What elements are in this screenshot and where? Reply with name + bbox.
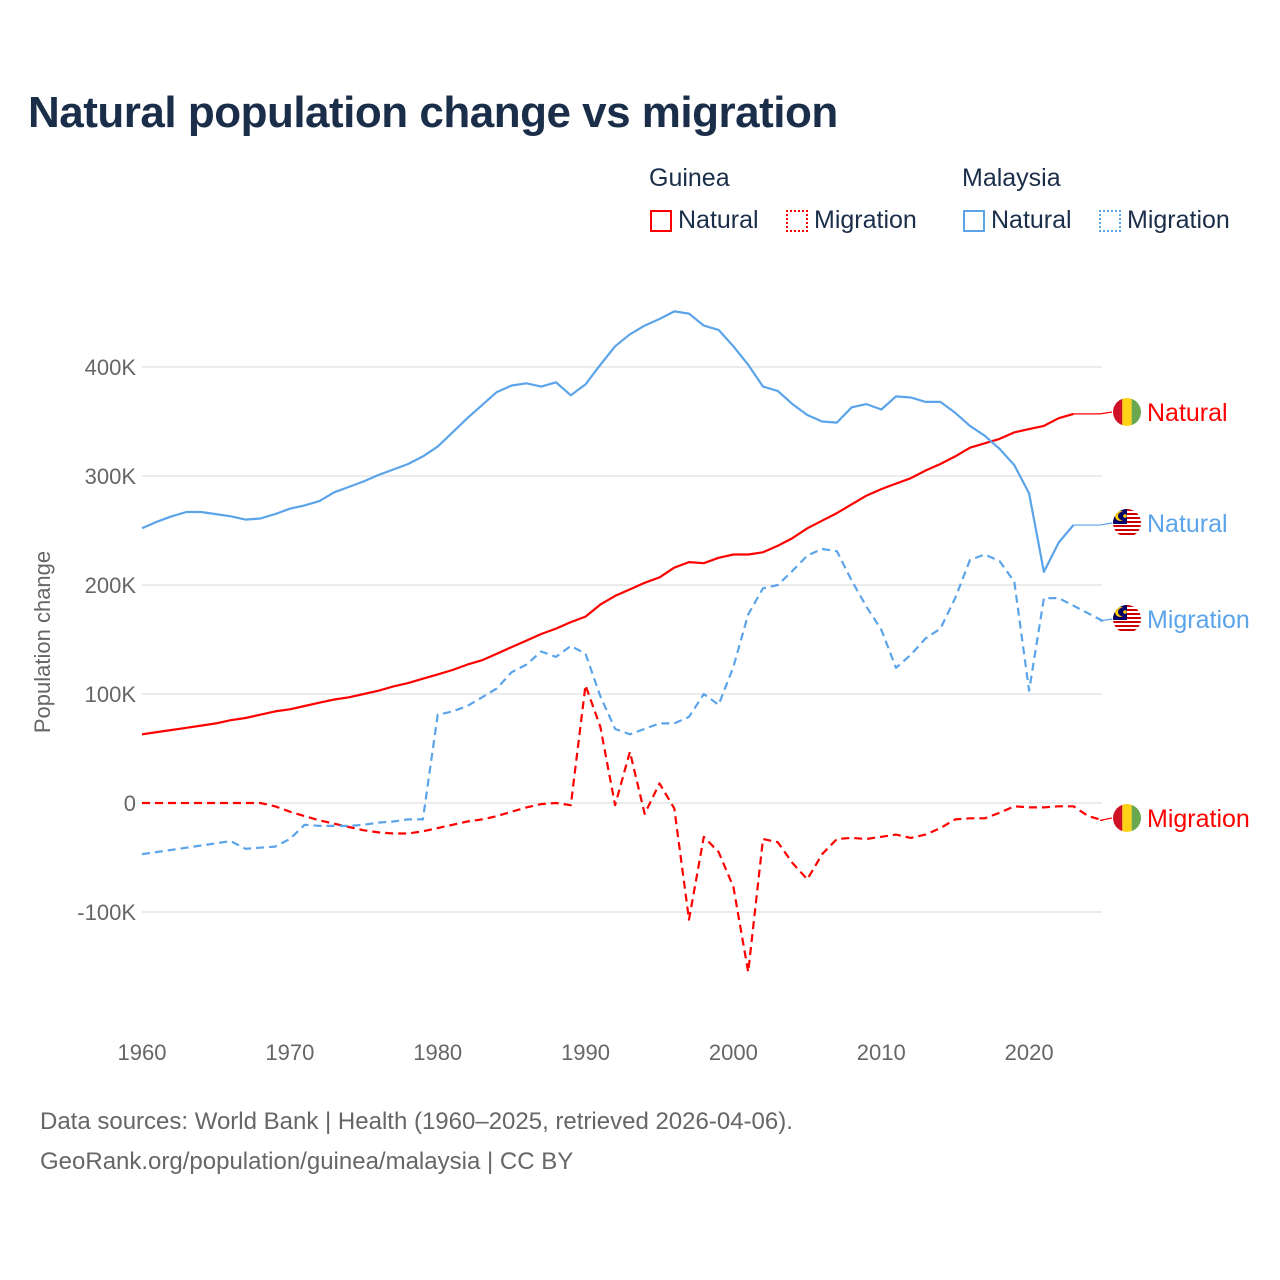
malaysia-natural-line: [141, 310, 1075, 573]
legend-label: Natural: [678, 206, 759, 234]
y-axis-label: Population change: [30, 551, 55, 733]
guinea-natural-connector: [1073, 411, 1113, 415]
x-tick-label: 1980: [413, 1040, 462, 1065]
legend-group-guinea: Guinea: [649, 164, 730, 192]
x-tick-label: 1990: [561, 1040, 610, 1065]
y-tick-label: 0: [124, 791, 136, 816]
malaysia-migration-connector: [1099, 618, 1113, 622]
y-tick-label: -100K: [77, 900, 136, 925]
legend-malaysia-natural[interactable]: Natural: [963, 206, 1072, 235]
footer-sources: Data sources: World Bank | Health (1960–…: [40, 1108, 793, 1135]
y-tick-label: 200K: [85, 573, 137, 598]
dotted-swatch-icon: [786, 209, 808, 232]
guinea-flag-icon: [1113, 804, 1141, 832]
legend-label: Migration: [1127, 206, 1230, 234]
guinea-natural-end-label: Natural: [1147, 399, 1228, 427]
solid-swatch-icon: [650, 209, 672, 232]
x-tick-label: 2010: [857, 1040, 906, 1065]
legend-guinea-natural[interactable]: Natural: [650, 206, 759, 235]
legend-guinea-migration[interactable]: Migration: [786, 206, 917, 235]
x-tick-label: 1970: [265, 1040, 314, 1065]
malaysia-flag-icon: [1113, 509, 1141, 537]
footer-link[interactable]: GeoRank.org/population/guinea/malaysia |…: [40, 1148, 574, 1175]
guinea-flag-icon: [1113, 398, 1141, 426]
guinea-natural-line: [141, 412, 1074, 736]
legend-label: Natural: [991, 206, 1072, 234]
x-tick-label: 1960: [118, 1040, 167, 1065]
malaysia-migration-end-label: Migration: [1147, 606, 1250, 634]
legend-malaysia-migration[interactable]: Migration: [1099, 206, 1230, 235]
chart-title: Natural population change vs migration: [28, 88, 838, 137]
malaysia-natural-connector: [1073, 522, 1113, 526]
guinea-migration-connector: [1099, 817, 1113, 822]
x-tick-label: 2020: [1005, 1040, 1054, 1065]
guinea-migration-end-label: Migration: [1147, 805, 1250, 833]
dotted-swatch-icon: [1099, 209, 1121, 232]
legend-label: Migration: [814, 206, 917, 234]
x-tick-label: 2000: [709, 1040, 758, 1065]
solid-swatch-icon: [963, 209, 985, 232]
malaysia-migration-line: [141, 547, 1104, 856]
legend-group-malaysia: Malaysia: [962, 164, 1061, 192]
malaysia-natural-end-label: Natural: [1147, 510, 1228, 538]
malaysia-flag-icon: [1113, 605, 1141, 633]
y-tick-label: 300K: [85, 464, 137, 489]
guinea-migration-line: [142, 684, 1104, 974]
y-tick-label: 100K: [85, 682, 137, 707]
y-tick-label: 400K: [85, 355, 137, 380]
